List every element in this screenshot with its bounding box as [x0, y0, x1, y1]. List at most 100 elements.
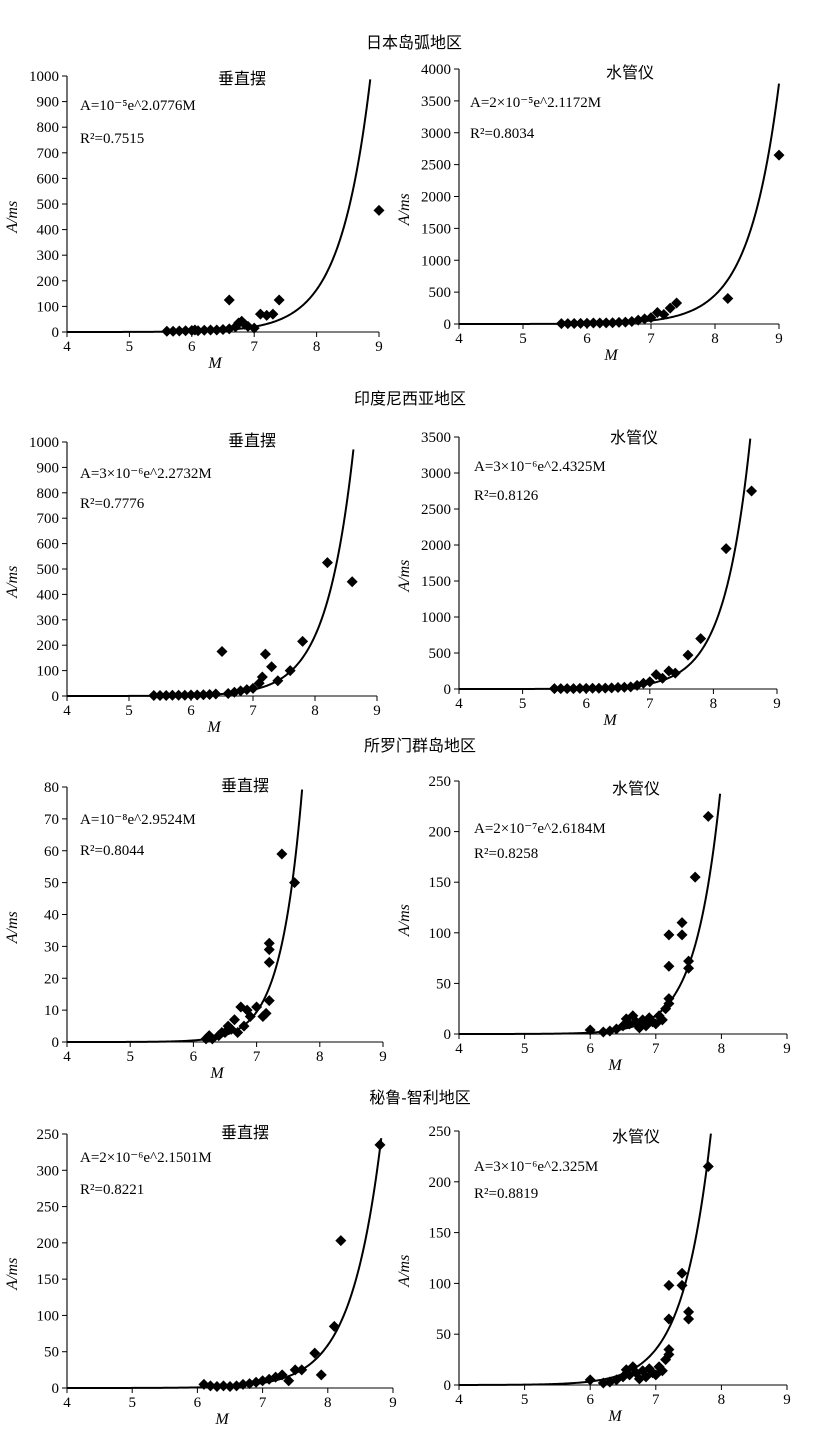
- x-tick-label: 7: [250, 339, 258, 355]
- data-point: [283, 1375, 295, 1387]
- data-point: [584, 1024, 596, 1036]
- y-tick-label: 2000: [421, 190, 451, 206]
- y-tick-label: 100: [429, 1276, 452, 1292]
- x-tick-label: 8: [718, 1392, 726, 1408]
- data-point: [746, 485, 758, 497]
- y-tick-label: 1500: [421, 221, 451, 237]
- fit-formula: A=2×10⁻⁷e^2.6184M: [474, 821, 606, 837]
- y-tick-label: 10: [44, 1003, 59, 1019]
- data-point: [185, 689, 197, 701]
- panel-title: 垂直摆: [218, 69, 266, 88]
- data-point: [597, 1377, 609, 1389]
- data-point: [154, 689, 166, 701]
- data-point: [613, 316, 625, 328]
- y-tick-label: 0: [52, 325, 60, 341]
- x-tick-label: 6: [582, 696, 590, 712]
- data-point: [263, 956, 275, 968]
- x-tick-label: 7: [249, 703, 257, 719]
- data-point: [166, 689, 178, 701]
- data-point: [276, 1369, 288, 1381]
- data-point: [555, 683, 567, 695]
- r-squared: R²=0.7776: [80, 496, 145, 512]
- y-tick-label: 1000: [421, 610, 451, 626]
- y-axis-title: A/ms: [4, 911, 21, 944]
- data-point: [289, 877, 301, 889]
- data-point: [263, 995, 275, 1007]
- data-point: [191, 689, 203, 701]
- data-point: [256, 671, 268, 683]
- y-tick-label: 2000: [421, 538, 451, 554]
- data-point: [618, 681, 630, 693]
- data-point: [600, 317, 612, 329]
- fit-curve: [67, 789, 304, 1043]
- x-tick-label: 5: [519, 331, 527, 347]
- x-tick-label: 7: [259, 1395, 267, 1411]
- x-tick-label: 9: [375, 339, 383, 355]
- r-squared: R²=0.8034: [470, 126, 535, 142]
- y-tick-label: 2500: [421, 502, 451, 518]
- data-point: [657, 672, 669, 684]
- x-tick-label: 4: [63, 1049, 71, 1065]
- y-tick-label: 900: [37, 460, 60, 476]
- x-axis-title: M: [602, 712, 618, 729]
- fit-formula: A=10⁻⁵e^2.0776M: [80, 98, 196, 114]
- y-tick-label: 150: [429, 875, 452, 891]
- data-point: [587, 317, 599, 329]
- data-point: [228, 1014, 240, 1026]
- data-point: [263, 944, 275, 956]
- panel-2-1: 0 50 100 150 200 250 4 5 6 7 8 9 M A/ms 水管仪 A=2×10⁻⁷e^2…: [396, 774, 791, 1074]
- data-point: [204, 688, 216, 700]
- x-tick-label: 5: [521, 1041, 529, 1057]
- data-point: [148, 689, 160, 701]
- y-tick-label: 700: [37, 146, 60, 162]
- data-point: [297, 635, 309, 647]
- data-point: [619, 316, 631, 328]
- y-tick-label: 300: [37, 248, 60, 264]
- x-tick-label: 9: [773, 696, 781, 712]
- data-point: [284, 665, 296, 677]
- data-point: [232, 1026, 244, 1038]
- y-tick-label: 900: [37, 95, 60, 111]
- panel-title: 水管仪: [610, 428, 658, 447]
- y-tick-label: 50: [44, 876, 59, 892]
- data-point: [346, 576, 358, 588]
- panel-2-0: 0 10 20 30 40 50 60 70 80 4 5 6 7 8 9 M A/ms 垂直摆 A=10⁻⁸e^2…: [4, 776, 387, 1082]
- data-point: [683, 1313, 695, 1325]
- y-tick-label: 0: [52, 1035, 60, 1051]
- data-point: [720, 543, 732, 555]
- y-tick-label: 200: [37, 1236, 60, 1252]
- x-tick-label: 8: [718, 1041, 726, 1057]
- x-axis-title: M: [603, 347, 619, 364]
- panel-title: 水管仪: [612, 1127, 660, 1146]
- y-tick-label: 600: [37, 537, 60, 553]
- data-point: [263, 937, 275, 949]
- panel-1-0: 0 100 200 300 400 500 600 700 800 900 1000 4 5 6 7 8 9 M A…: [4, 431, 381, 736]
- fit-curve: [459, 1133, 712, 1386]
- x-tick-label: 4: [455, 1392, 463, 1408]
- data-point: [211, 324, 223, 336]
- data-point: [663, 1313, 675, 1325]
- data-point: [671, 297, 683, 309]
- data-point: [205, 324, 217, 336]
- x-tick-label: 6: [190, 1049, 198, 1065]
- data-point: [179, 689, 191, 701]
- r-squared: R²=0.7515: [80, 131, 144, 147]
- fit-formula: A=3×10⁻⁶e^2.4325M: [474, 459, 606, 475]
- panel-3-0: 0 50 100 150 200 250 300 250 4 5 6 7 8 9 M A/ms 垂直摆 A=2×1…: [4, 1123, 397, 1428]
- x-tick-label: 4: [63, 1395, 71, 1411]
- x-tick-label: 9: [379, 1049, 387, 1065]
- x-tick-label: 5: [521, 1392, 529, 1408]
- x-tick-label: 5: [126, 339, 134, 355]
- fit-curve: [67, 449, 355, 697]
- data-point: [309, 1347, 321, 1359]
- y-axis-title: A/ms: [4, 566, 21, 599]
- y-tick-label: 800: [37, 486, 60, 502]
- y-axis-title: A/ms: [396, 560, 413, 593]
- x-tick-label: 4: [63, 703, 71, 719]
- x-tick-label: 8: [313, 339, 321, 355]
- data-point: [656, 1014, 668, 1026]
- data-point: [562, 318, 574, 330]
- y-axis-title: A/ms: [396, 904, 413, 937]
- data-point: [374, 1139, 386, 1151]
- data-point: [607, 317, 619, 329]
